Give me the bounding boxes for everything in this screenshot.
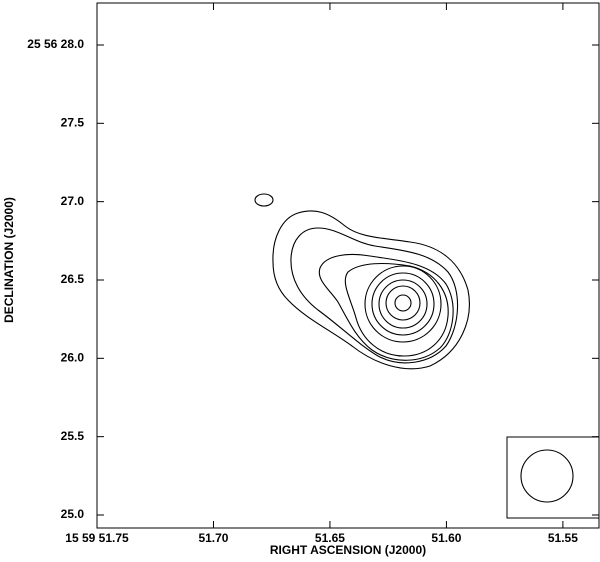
y-tick-label: 26.5 — [61, 272, 85, 286]
y-tick-label: 27.0 — [61, 194, 85, 208]
contour — [364, 265, 442, 343]
y-tick-label: 26.0 — [61, 350, 85, 364]
contour — [254, 193, 274, 207]
x-tick-label: 51.55 — [548, 531, 578, 545]
contour — [318, 253, 454, 361]
contour — [371, 272, 435, 336]
plot-frame — [96, 2, 600, 529]
y-tick-label: 25.5 — [61, 429, 85, 443]
x-tick-label: 51.70 — [198, 531, 228, 545]
beam-box — [506, 436, 600, 519]
x-tick-label: 51.65 — [315, 531, 345, 545]
contour — [378, 279, 428, 329]
y-tick-label: 27.5 — [61, 115, 85, 129]
x-tick-label: 15 59 51.75 — [65, 531, 129, 545]
contours — [254, 193, 470, 370]
contour — [385, 285, 421, 321]
contour — [344, 263, 449, 357]
x-axis-label: RIGHT ASCENSION (J2000) — [270, 543, 426, 557]
beam — [520, 449, 574, 503]
y-tick-label: 25.0 — [61, 507, 85, 521]
y-axis-label: DECLINATION (J2000) — [2, 197, 16, 323]
contour — [394, 294, 412, 312]
contour — [272, 210, 470, 370]
contour — [290, 227, 459, 364]
x-tick-label: 51.60 — [431, 531, 461, 545]
y-tick-label: 25 56 28.0 — [27, 37, 84, 51]
